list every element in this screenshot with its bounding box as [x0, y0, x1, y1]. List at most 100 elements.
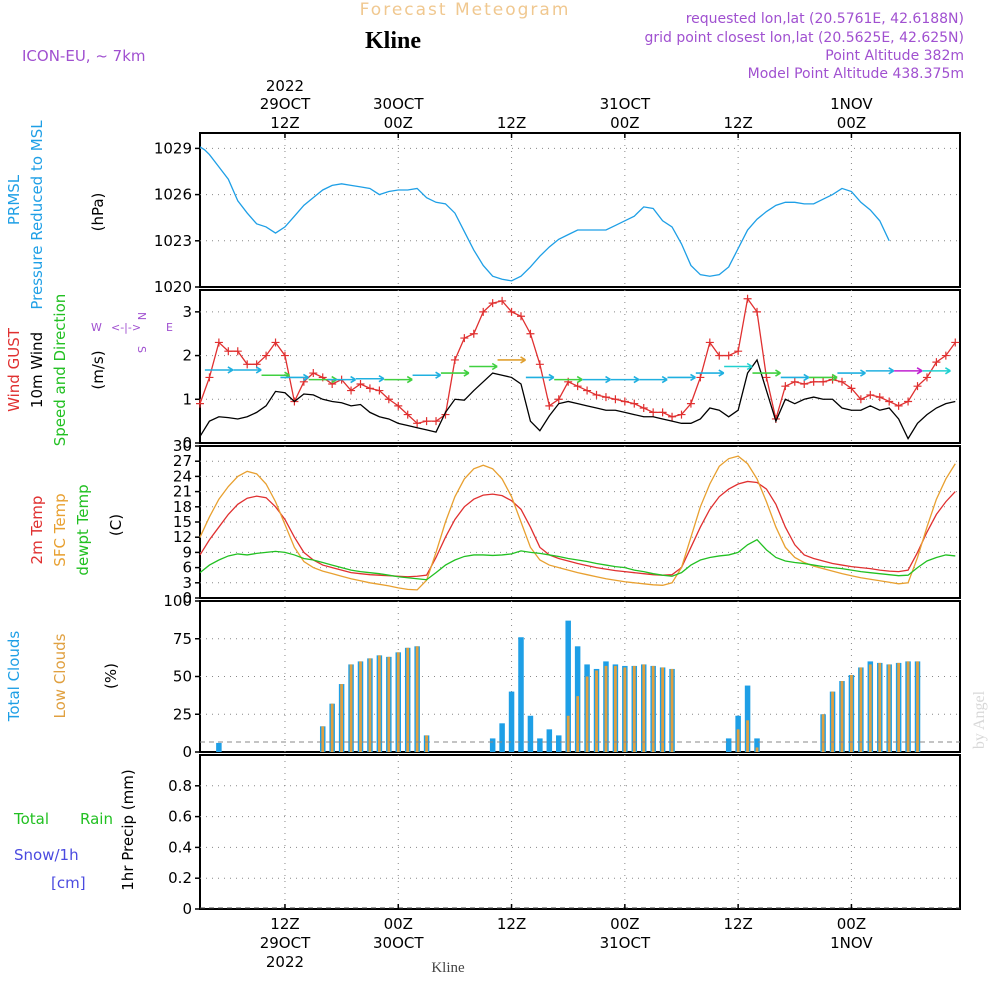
y-tick-label: 12: [173, 528, 192, 546]
wind-direction-arrow: [780, 373, 810, 382]
wind-gust-marker: [526, 329, 535, 338]
wind-direction-arrow: [639, 375, 668, 384]
wind-gust-marker: [413, 419, 422, 428]
top-time-label: 12Z: [270, 114, 299, 132]
precip-label-rain: Rain: [80, 810, 113, 828]
clouds-axis-label: (%): [102, 663, 120, 689]
wind-gust-marker: [375, 386, 384, 395]
y-tick-label: 1020: [154, 278, 192, 296]
panels: 1020102310261029012303691215182124273002…: [5, 77, 961, 971]
low-clouds-bar: [831, 691, 834, 752]
bottom-date-label: 1NOV: [830, 934, 873, 952]
y-tick-label: 3: [182, 574, 192, 592]
wind-gust-marker: [516, 312, 525, 321]
wind-gust-marker: [904, 397, 913, 406]
wind-direction-arrow: [894, 367, 923, 375]
wind-gust-marker: [715, 351, 724, 360]
y-tick-label: 100: [163, 592, 192, 610]
wind-gust-marker: [658, 408, 667, 417]
wind-direction-arrow: [280, 373, 309, 382]
top-time-label: 12Z: [723, 114, 752, 132]
wind-gust-marker: [875, 393, 884, 402]
wind-gust-marker: [819, 377, 828, 386]
y-tick-label: 1: [182, 390, 192, 408]
wind-direction-arrow: [752, 369, 781, 377]
wind-gust-marker: [611, 395, 620, 404]
bottom-time-label: 12Z: [497, 915, 526, 933]
temperature-axis-label: 2m Temp: [28, 496, 46, 565]
wind-direction-arrow: [837, 369, 866, 377]
total-clouds-bar: [744, 685, 751, 752]
y-tick-label: 27: [173, 452, 192, 470]
wind-gust-marker: [432, 417, 441, 426]
2m-temp-line: [199, 480, 956, 578]
pressure-axis-label: (hPa): [89, 193, 107, 232]
wind-gust-marker: [422, 417, 431, 426]
y-tick-label: 0: [182, 900, 192, 918]
low-clouds-bar: [604, 665, 608, 752]
footer-location: Kline: [431, 960, 465, 976]
low-clouds-bar: [378, 655, 381, 752]
wind-gust-marker: [507, 307, 516, 316]
bottom-date-label: 31OCT: [600, 934, 651, 952]
y-tick-label: 0: [182, 743, 192, 761]
low-clouds-bar: [368, 658, 372, 752]
wind-gust-marker: [583, 386, 592, 395]
wind-gust-marker: [724, 351, 733, 360]
low-clouds-bar: [878, 662, 882, 752]
wind-gust-marker: [932, 358, 941, 367]
pressure-axis-label: Pressure Reduced to MSL: [28, 120, 46, 310]
low-clouds-bar: [425, 735, 428, 752]
top-time-label: 12Z: [497, 114, 526, 132]
low-clouds-bar: [755, 747, 759, 752]
top-date-label: 29OCT: [260, 95, 311, 113]
low-clouds-bar: [387, 656, 391, 752]
precip-label-snow: Snow/1h: [14, 846, 79, 864]
precip-label-total: Total: [13, 810, 49, 828]
wind-gust-marker: [601, 393, 610, 402]
watermark: by Angel: [971, 690, 988, 749]
pressure-frame: [199, 132, 961, 288]
precip-axis-label: 1hr Precip (mm): [119, 769, 137, 890]
wind-direction-arrow: [554, 375, 583, 384]
wind-gust-marker: [262, 351, 271, 360]
wind-direction-arrow: [724, 362, 753, 371]
wind-gust-marker: [243, 360, 252, 369]
total-clouds-bar: [556, 735, 562, 752]
bottom-time-label: 12Z: [723, 915, 752, 933]
top-date-label: 1NOV: [830, 95, 873, 113]
y-tick-label: 30: [173, 437, 192, 455]
wind-gust-marker: [384, 395, 393, 404]
wind-gust-marker: [668, 412, 677, 421]
wind-gust-marker: [649, 408, 658, 417]
y-tick-label: 18: [173, 498, 192, 516]
wind-gust-marker: [696, 373, 705, 382]
total-clouds-bar: [508, 691, 515, 752]
wind-direction-arrow: [469, 362, 498, 371]
total-clouds-bar: [499, 723, 505, 752]
wind-gust-marker: [885, 397, 894, 406]
wind-gust-marker: [630, 399, 639, 408]
top-time-label: 00Z: [384, 114, 413, 132]
total-clouds-bar: [537, 738, 543, 752]
total-clouds-bar: [527, 715, 534, 752]
total-clouds-bar: [546, 729, 553, 752]
pressure-axis-label: PRMSL: [5, 174, 23, 225]
wind-gust-marker: [403, 410, 412, 419]
gridpoint-coords: grid point closest lon,lat (20.5625E, 42…: [644, 30, 964, 46]
total-clouds-bar: [518, 637, 524, 752]
prmsl-line: [199, 146, 890, 282]
model-altitude: Model Point Altitude 438.375m: [748, 66, 964, 82]
top-time-label: 00Z: [610, 114, 639, 132]
y-tick-label: 0: [182, 434, 192, 452]
wind-gust-marker: [809, 377, 818, 386]
bottom-time-label: 00Z: [384, 915, 413, 933]
wind-gust-marker: [686, 399, 695, 408]
wind-direction-arrow: [610, 375, 640, 384]
wind-gust-marker: [309, 369, 318, 378]
wind-gust-marker: [214, 338, 223, 347]
temperature-axis-label: dewpt Temp: [74, 484, 92, 575]
wind-gust-marker: [498, 296, 507, 305]
low-clouds-bar: [859, 667, 863, 752]
low-clouds-bar: [321, 726, 325, 752]
